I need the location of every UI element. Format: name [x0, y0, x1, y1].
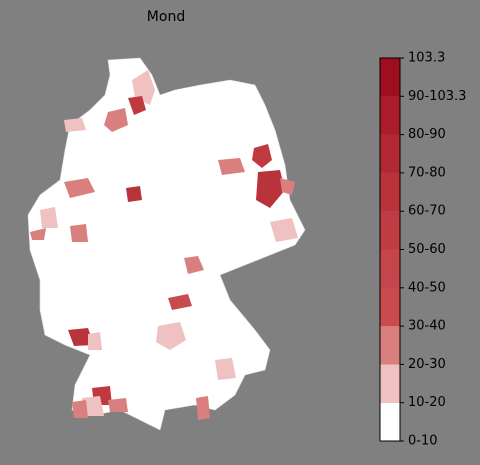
colorbar-bin: [380, 326, 400, 365]
colorbar-label: 40-50: [408, 280, 446, 295]
region: [184, 256, 204, 274]
region: [132, 70, 155, 105]
region: [252, 144, 272, 168]
region: [82, 396, 104, 416]
germany-map: [27, 57, 306, 431]
colorbar-bin: [380, 211, 400, 250]
region: [104, 108, 128, 132]
colorbar-label: 10-20: [408, 395, 446, 410]
region: [40, 207, 58, 228]
region: [256, 170, 285, 208]
colorbar-label: 50-60: [408, 242, 446, 257]
region: [108, 398, 128, 412]
region: [215, 358, 236, 380]
colorbar-bin: [380, 96, 400, 135]
colorbar-label: 70-80: [408, 165, 446, 180]
region: [72, 400, 88, 418]
region: [280, 178, 295, 195]
colorbar-bin: [380, 172, 400, 212]
colorbar-bin: [380, 249, 400, 288]
region: [68, 328, 94, 346]
region: [128, 96, 146, 115]
region: [126, 186, 142, 202]
region: [156, 322, 186, 350]
colorbar-label: 103.3: [408, 51, 445, 66]
region: [196, 396, 210, 420]
colorbar-bin: [380, 364, 400, 403]
colorbar-bin: [380, 402, 400, 441]
region: [270, 218, 298, 242]
colorbar-bin: [380, 134, 400, 173]
colorbar: 0-10 10-20 20-30 30-40 40-50 50-60 60-70 70-80 8…: [379, 51, 466, 449]
region: [168, 294, 192, 310]
region: [88, 332, 102, 350]
region: [70, 224, 88, 242]
region: [64, 178, 95, 198]
map-title: Mond: [147, 9, 185, 25]
colorbar-label: 20-30: [408, 357, 446, 372]
colorbar-label: 30-40: [408, 319, 446, 334]
regions: [30, 70, 298, 420]
region: [64, 118, 86, 132]
region: [30, 228, 46, 240]
colorbar-label: 60-70: [408, 204, 446, 219]
colorbar-label: 80-90: [408, 127, 446, 142]
region: [218, 158, 245, 175]
colorbar-label: 90-103.3: [408, 89, 466, 104]
colorbar-bin: [380, 58, 400, 97]
colorbar-label: 0-10: [408, 434, 438, 449]
colorbar-bin: [380, 287, 400, 327]
